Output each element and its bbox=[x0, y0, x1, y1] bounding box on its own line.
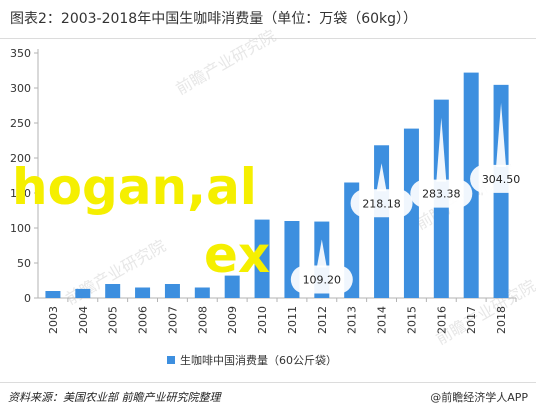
callouts: 109.20 218.18 283.38 304.50 bbox=[290, 102, 533, 294]
x-tick-label: 2010 bbox=[256, 306, 269, 334]
callout-pointer bbox=[376, 163, 387, 192]
x-tick-label: 2007 bbox=[166, 306, 179, 334]
bar-2004 bbox=[75, 288, 91, 298]
callout-2012: 109.20 bbox=[290, 239, 353, 294]
x-tick-label: 2018 bbox=[495, 306, 508, 334]
bar-2010 bbox=[254, 219, 270, 298]
x-tick-label: 2012 bbox=[316, 306, 329, 334]
callout-pointer bbox=[496, 102, 507, 167]
callout-pointer bbox=[316, 239, 327, 268]
x-tick-label: 2003 bbox=[47, 306, 60, 334]
y-tick-label: 100 bbox=[10, 222, 31, 235]
callout-label: 304.50 bbox=[482, 173, 521, 186]
bars bbox=[45, 72, 509, 298]
callout-bubble bbox=[410, 179, 473, 208]
callout-label: 109.20 bbox=[303, 274, 342, 287]
overlay-text-line1: hogan,al bbox=[12, 158, 257, 216]
legend-label: 生咖啡中国消费量（60公斤袋） bbox=[180, 353, 337, 367]
footer-divider bbox=[0, 382, 536, 383]
bar-2017 bbox=[463, 72, 479, 298]
source-note: 资料来源：美国农业部 前瞻产业研究院整理 bbox=[8, 391, 221, 404]
x-tick-label: 2011 bbox=[286, 306, 299, 334]
legend: 生咖啡中国消费量（60公斤袋） bbox=[167, 353, 337, 367]
y-tick-label: 50 bbox=[17, 257, 31, 270]
bar-2007 bbox=[164, 284, 180, 298]
bar-2015 bbox=[403, 128, 419, 298]
bar-2003 bbox=[45, 291, 61, 298]
watermark-text: 前瞻产业研究院 bbox=[173, 26, 280, 98]
bar-2014 bbox=[374, 145, 390, 298]
callout-bubble bbox=[470, 164, 533, 193]
x-tick-label: 2004 bbox=[77, 306, 90, 334]
x-tick-label: 2014 bbox=[376, 306, 389, 334]
y-tick-label: 350 bbox=[10, 47, 31, 60]
x-tick-label: 2006 bbox=[137, 306, 150, 334]
x-tick-label: 2008 bbox=[196, 306, 209, 334]
bar-2009 bbox=[224, 275, 240, 298]
callout-pointer bbox=[436, 117, 447, 182]
x-tick-label: 2016 bbox=[435, 306, 448, 334]
callout-bubble bbox=[350, 189, 413, 218]
callout-2014: 218.18 bbox=[350, 163, 413, 218]
x-tick-label: 2009 bbox=[226, 306, 239, 334]
brand-credit: @前瞻经济学人APP bbox=[430, 391, 528, 404]
x-tick-label: 2005 bbox=[107, 306, 120, 334]
x-tick-label: 2017 bbox=[465, 306, 478, 334]
overlay-text-line2: ex bbox=[204, 226, 271, 284]
y-tick-label: 150 bbox=[10, 187, 31, 200]
bar-2008 bbox=[194, 287, 210, 298]
y-tick-label: 200 bbox=[10, 152, 31, 165]
x-tick-label: 2015 bbox=[405, 306, 418, 334]
callout-label: 283.38 bbox=[422, 188, 461, 201]
title-divider bbox=[0, 38, 536, 39]
callout-2018: 304.50 bbox=[470, 102, 533, 193]
y-tick-label: 300 bbox=[10, 82, 31, 95]
y-tick-label: 0 bbox=[24, 292, 31, 305]
axes: 0 50 100 150 200 250 300 350 2003 2004 2005 2006 200… bbox=[10, 47, 517, 334]
callout-label: 218.18 bbox=[362, 197, 401, 210]
callout-2016: 283.38 bbox=[410, 117, 473, 208]
legend-swatch bbox=[167, 356, 175, 364]
callout-bubble bbox=[290, 265, 353, 294]
y-tick-label: 250 bbox=[10, 117, 31, 130]
bar-2006 bbox=[135, 287, 151, 298]
x-tick-label: 2013 bbox=[346, 306, 359, 334]
bar-2005 bbox=[105, 284, 121, 298]
chart-title: 图表2：2003-2018年中国生咖啡消费量（单位：万袋（60kg）） bbox=[10, 11, 418, 27]
